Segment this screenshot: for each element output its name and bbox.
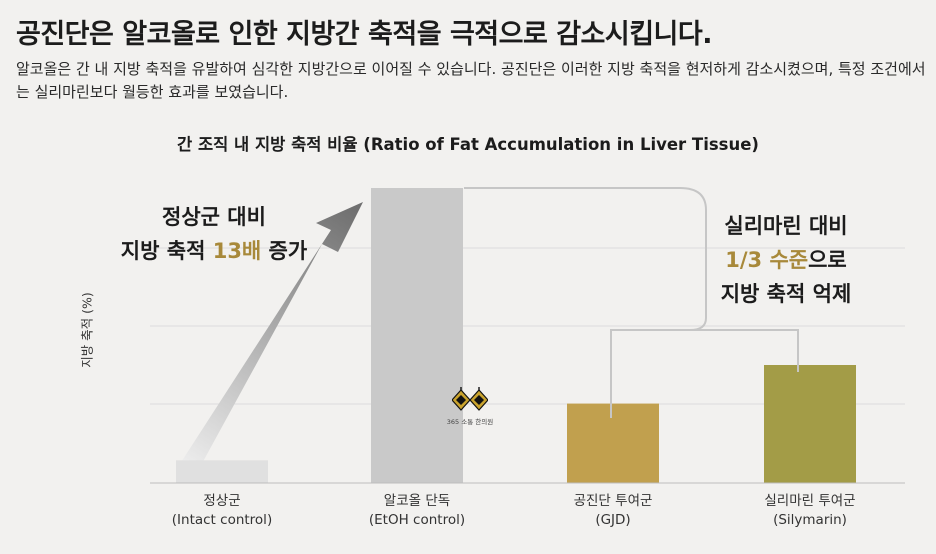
- y-axis-label: 지방 축적 (%): [79, 292, 95, 368]
- bracket-line-etoh: [464, 187, 707, 331]
- subtitle: 알코올은 간 내 지방 축적을 유발하여 심각한 지방간으로 이어질 수 있습니…: [16, 60, 926, 101]
- annotation-left-prefix: 지방 축적: [120, 239, 213, 263]
- annotation-13x-increase: 정상군 대비 지방 축적 13배 증가: [104, 200, 324, 268]
- x-label-en: (Intact control): [171, 512, 273, 528]
- annotation-right-highlight: 1/3 수준: [725, 248, 809, 272]
- clinic-logo-icon: [451, 387, 489, 411]
- comparison-bracket: [464, 187, 799, 418]
- clinic-logo: 365 소통 한의원: [444, 386, 496, 426]
- bracket-line-cross: [610, 329, 799, 418]
- x-category-gjd: 공진단 투여군 (GJD): [533, 492, 693, 530]
- annotation-left-highlight: 13배: [212, 239, 262, 263]
- headline: 공진단은 알코올로 인한 지방간 축적을 극적으로 감소시킵니다.: [16, 19, 713, 50]
- x-label-ko: 정상군: [203, 493, 241, 509]
- bar-etoh-control: [371, 188, 463, 483]
- x-label-en: (Silymarin): [773, 512, 847, 528]
- x-label-ko: 공진단 투여군: [573, 493, 653, 509]
- annotation-right-suffix: 으로: [808, 248, 847, 272]
- bar-silymarin: [764, 365, 856, 483]
- x-label-ko: 실리마린 투여군: [764, 493, 856, 509]
- bars: [176, 188, 856, 483]
- annotation-left-line1: 정상군 대비: [162, 205, 266, 229]
- clinic-logo-text: 365 소통 한의원: [446, 418, 494, 426]
- bar-gjd: [567, 403, 659, 483]
- chart-title: 간 조직 내 지방 축적 비율 (Ratio of Fat Accumulati…: [177, 135, 759, 154]
- x-category-etoh: 알코올 단독 (EtOH control): [337, 492, 497, 530]
- annotation-right-line3: 지방 축적 억제: [720, 282, 852, 306]
- increase-arrow: [176, 202, 363, 478]
- annotation-left-suffix: 증가: [261, 239, 308, 263]
- x-category-intact: 정상군 (Intact control): [142, 492, 302, 530]
- x-label-en: (GJD): [595, 512, 631, 528]
- bar-intact-control: [176, 460, 268, 483]
- annotation-right-line1: 실리마린 대비: [724, 214, 848, 238]
- x-label-en: (EtOH control): [368, 512, 466, 528]
- x-category-silymarin: 실리마린 투여군 (Silymarin): [730, 492, 890, 530]
- annotation-one-third: 실리마린 대비 1/3 수준으로 지방 축적 억제: [676, 209, 896, 311]
- increase-arrow-shape: [176, 202, 363, 478]
- x-label-ko: 알코올 단독: [383, 493, 451, 509]
